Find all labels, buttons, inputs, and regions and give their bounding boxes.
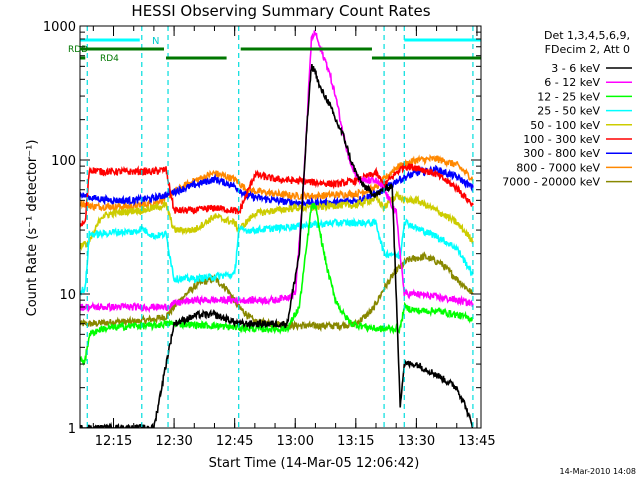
series-line-50-100-kev: [80, 190, 474, 252]
plot-area: [80, 30, 474, 428]
series-line-3-6-kev: [80, 64, 474, 428]
x-tick-label-13:00: 13:00: [277, 434, 314, 449]
series-line-800-7000-kev: [80, 153, 474, 213]
x-tick-label-12:45: 12:45: [216, 434, 253, 449]
legend-label-12-25-kev: 12 - 25 keV: [537, 90, 600, 103]
series-line-6-12-kev: [80, 30, 474, 314]
legend-label-6-12-kev: 6 - 12 keV: [544, 76, 600, 89]
legend-label-300-800-kev: 300 - 800 keV: [523, 147, 600, 160]
series-line-12-25-kev: [80, 203, 474, 367]
legend-label-3-6-kev: 3 - 6 keV: [551, 62, 600, 75]
chart-title: HESSI Observing Summary Count Rates: [131, 2, 430, 20]
x-tick-label-13:15: 13:15: [337, 434, 374, 449]
y-tick-label-100: 100: [51, 154, 76, 169]
overlay-layer: N RD4: [80, 26, 481, 428]
axes: 1 10 100 1000 12:15 12:30 12:45 13:00 13:15 13:30…: [43, 20, 496, 449]
y-axis-label: Count Rate (s⁻¹ detector⁻¹): [25, 140, 40, 317]
series-line-25-50-kev: [80, 216, 474, 296]
legend-header-line-2: FDecim 2, Att 0: [545, 43, 630, 56]
y-tick-label-1000: 1000: [43, 20, 76, 35]
series-line-100-300-kev: [80, 163, 474, 228]
rdd-label: RDD: [68, 45, 88, 55]
x-tick-label-13:30: 13:30: [398, 434, 435, 449]
plot-frame: [79, 25, 482, 429]
rd4-label: RD4: [100, 54, 119, 64]
y-tick-label-1: 1: [68, 422, 76, 437]
y-tick-label-10: 10: [59, 288, 76, 303]
legend-label-50-100-kev: 50 - 100 keV: [530, 119, 600, 132]
legend-label-800-7000-kev: 800 - 7000 keV: [516, 161, 600, 174]
n-label: N: [152, 36, 159, 47]
legend-label-100-300-kev: 100 - 300 keV: [523, 133, 600, 146]
x-axis-label: Start Time (14-Mar-05 12:06:42): [209, 456, 420, 471]
x-tick-label-12:30: 12:30: [155, 434, 192, 449]
legend-label-7000-20000-kev: 7000 - 20000 keV: [502, 176, 600, 189]
footer-timestamp: 14-Mar-2010 14:08: [560, 467, 637, 476]
series-line-300-800-kev: [80, 164, 474, 209]
x-tick-label-12:15: 12:15: [95, 434, 132, 449]
x-tick-label-13:45: 13:45: [458, 434, 495, 449]
legend-label-25-50-kev: 25 - 50 keV: [537, 105, 600, 118]
legend-header-line-1: Det 1,3,4,5,6,9,: [544, 29, 630, 42]
